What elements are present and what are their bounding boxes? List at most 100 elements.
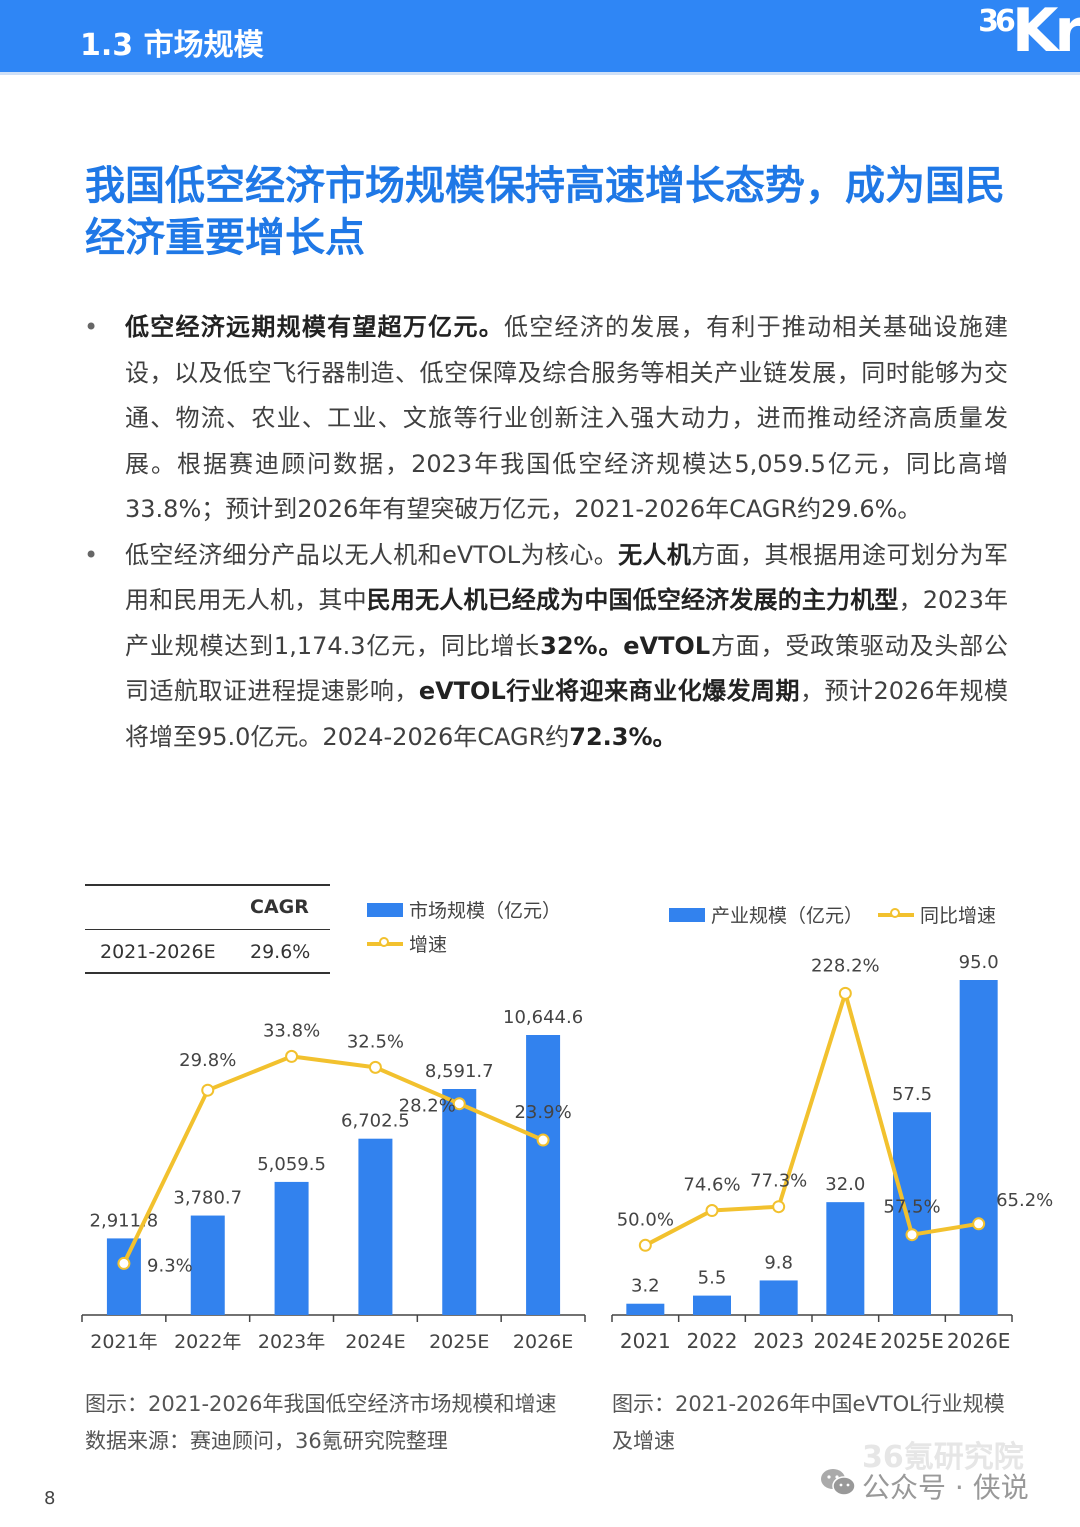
bar-value-label: 6,702.5	[341, 1111, 410, 1132]
bullet-text-bold: 低空经济远期规模有望超万亿元。	[125, 313, 504, 341]
bullet-text: 方面，受政策驱动及头部公司适航取证进程提速影响，	[125, 631, 1009, 706]
bar-value-label: 10,644.6	[503, 1007, 583, 1028]
bar	[190, 1215, 225, 1315]
bullet-text-bold: 无人机	[618, 540, 692, 569]
legend-label: 增速	[409, 934, 448, 956]
x-tick-label: 2021年	[90, 1331, 157, 1353]
growth-value-label: 28.2%	[399, 1096, 456, 1117]
section-header-bar: 1.3 市场规模 36Kr	[0, 0, 1080, 75]
legend-bar-swatch	[669, 907, 705, 922]
page-number: 8	[44, 1488, 56, 1509]
legend-line-swatch	[878, 907, 914, 918]
growth-point	[285, 1049, 299, 1063]
growth-value-label: 77.3%	[750, 1171, 807, 1192]
x-tick-label: 2022年	[174, 1331, 241, 1353]
table-rule-mid	[85, 929, 330, 930]
growth-point	[201, 1083, 215, 1097]
legend-line-right: 同比增速	[878, 901, 996, 928]
x-tick-label: 2021	[620, 1329, 671, 1353]
x-tick-label: 2023年	[258, 1331, 325, 1353]
growth-line	[644, 991, 979, 1248]
bar-value-label: 5.5	[698, 1268, 727, 1289]
legend-label: 同比增速	[920, 905, 997, 927]
wechat-icon	[821, 1469, 856, 1496]
bar	[358, 1138, 393, 1315]
caption-source: 数据来源：赛迪顾问，36氪研究院整理	[85, 1429, 448, 1453]
bullet-text-bold: eVTOL行业将迎来商业化爆发周期	[418, 677, 801, 705]
x-tick-label: 2024E	[345, 1331, 405, 1353]
bar	[893, 1112, 931, 1315]
bar	[274, 1181, 309, 1315]
bar-value-label: 9.8	[764, 1252, 793, 1273]
x-tick-label: 2025E	[880, 1329, 944, 1353]
bullet-text: 低空经济细分产品以无人机和eVTOL为核心。	[125, 540, 619, 569]
x-tick-label: 2026E	[513, 1331, 573, 1353]
bullet-text: 低空经济的发展，有利于推动相关基础设施建设，以及低空飞行器制造、低空保障及综合服…	[125, 313, 1009, 523]
bullet-dot: •	[84, 540, 99, 569]
left-chart-caption: 图示：2021-2026年我国低空经济市场规模和增速 数据来源：赛迪顾问，36氪…	[85, 1386, 556, 1460]
bar	[442, 1089, 477, 1315]
section-title: 1.3 市场规模	[80, 28, 264, 63]
legend-bar-swatch	[367, 902, 403, 917]
growth-value-label: 74.6%	[683, 1175, 740, 1196]
cagr-header: CAGR	[250, 896, 309, 918]
logo-36kr: 36Kr	[978, 0, 1080, 66]
bar-value-label: 8,591.7	[425, 1061, 494, 1082]
growth-point	[452, 1097, 466, 1111]
growth-value-label: 57.5%	[883, 1197, 940, 1218]
bullet-dot: •	[84, 313, 99, 341]
legend-line-swatch	[367, 936, 403, 947]
growth-value-label: 65.2%	[996, 1190, 1053, 1211]
bar	[693, 1295, 731, 1315]
bar-value-label: 95.0	[959, 952, 999, 973]
right-chart-caption: 图示：2021-2026年中国eVTOL行业规模及增速	[612, 1392, 1005, 1453]
bullet-text-bold: 72.3%。	[569, 722, 677, 751]
table-rule-top	[85, 884, 330, 886]
bullet-text: ，2023年产业规模达到1,174.3亿元，同比增长	[125, 586, 1009, 660]
x-tick-label: 2025E	[429, 1331, 489, 1353]
growth-value-label: 50.0%	[617, 1209, 674, 1230]
bullet-item: • 低空经济细分产品以无人机和eVTOL为核心。无人机方面，其根据用途可划分为军用…	[84, 533, 1009, 761]
watermark-brand: 36氪研究院	[862, 1440, 1024, 1475]
bullet-list: • 低空经济远期规模有望超万亿元。低空经济的发展，有利于推动相关基础设施建设，以及…	[84, 305, 1009, 761]
bar	[106, 1238, 141, 1315]
growth-point	[536, 1133, 550, 1147]
cagr-row-label: 2021-2026E	[100, 941, 216, 963]
bullet-text: ，预计2026年规模将增至95.0亿元。2024-2026年CAGR约	[125, 677, 1009, 751]
growth-point	[772, 1200, 786, 1214]
legend-bar-right: 产业规模（亿元）	[669, 901, 863, 928]
growth-point	[368, 1060, 382, 1074]
growth-point	[838, 986, 852, 1000]
growth-value-label: 23.9%	[514, 1102, 571, 1123]
legend-line-left: 增速	[367, 930, 447, 957]
bar	[759, 1280, 798, 1315]
growth-value-label: 33.8%	[263, 1020, 320, 1041]
bar	[626, 1303, 665, 1315]
growth-value-label: 9.3%	[147, 1255, 193, 1276]
bar	[959, 980, 998, 1315]
bar	[526, 1035, 561, 1315]
cagr-row-value: 29.6%	[250, 941, 311, 963]
bar-value-label: 32.0	[825, 1174, 865, 1195]
x-tick-label: 2023	[753, 1329, 804, 1353]
bar-value-label: 3.2	[631, 1276, 660, 1297]
watermark-text: 公众号 · 侠说	[862, 1471, 1029, 1504]
x-tick-label: 2026E	[947, 1329, 1011, 1353]
x-tick-label: 2024E	[814, 1329, 878, 1353]
growth-point	[117, 1256, 131, 1270]
bar-value-label: 57.5	[892, 1084, 932, 1105]
growth-point	[905, 1228, 919, 1242]
x-tick-label: 2022	[687, 1329, 738, 1353]
growth-point	[972, 1217, 986, 1231]
bullet-text-bold: 32%。eVTOL	[540, 631, 711, 660]
growth-value-label: 32.5%	[347, 1031, 404, 1052]
bar-value-label: 5,059.5	[257, 1154, 326, 1175]
bar-value-label: 3,780.7	[173, 1188, 242, 1209]
caption-title: 图示：2021-2026年我国低空经济市场规模和增速	[85, 1392, 557, 1416]
bullet-text-bold: 民用无人机已经成为中国低空经济发展的主力机型	[366, 586, 899, 614]
bullet-item: • 低空经济远期规模有望超万亿元。低空经济的发展，有利于推动相关基础设施建设，以及…	[84, 305, 1009, 533]
legend-label: 产业规模（亿元）	[711, 905, 864, 927]
legend-bar-left: 市场规模（亿元）	[367, 896, 561, 923]
page-headline: 我国低空经济市场规模保持高速增长态势，成为国民经济重要增长点	[85, 163, 1005, 261]
